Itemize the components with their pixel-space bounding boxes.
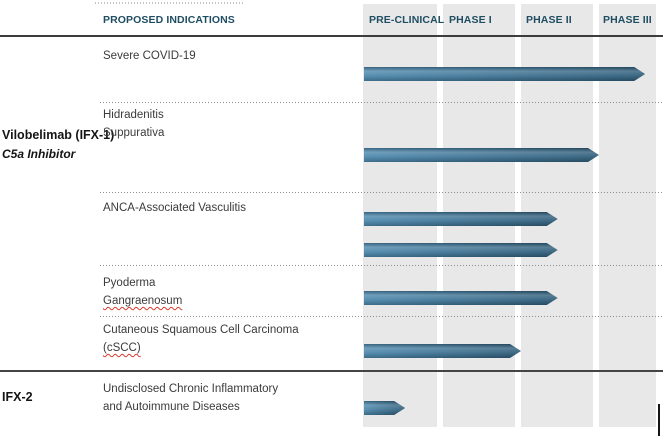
indication-undisclosed-diseases: Undisclosed Chronic Inflammatory and Aut…: [103, 380, 278, 416]
pipeline-arrow-ifx2: [364, 401, 405, 415]
program-mechanism-ifx1: C5a Inhibitor: [2, 147, 76, 161]
phase-header-pre-clinical: PRE-CLINICAL: [369, 14, 445, 26]
bottom-right-edge-mark: [658, 404, 660, 436]
row-separator-dotted: [100, 102, 662, 104]
phase-header-phase-2: PHASE II: [526, 14, 572, 26]
program-label-ifx1: Vilobelimab (IFX-1) C5a Inhibitor: [2, 126, 114, 164]
pipeline-arrow-hidradenitis: [364, 148, 599, 162]
indication-cscc: Cutaneous Squamous Cell Carcinoma (cSCC): [103, 321, 299, 357]
phase-header-phase-3: PHASE III: [603, 14, 652, 26]
program-label-ifx2: IFX-2: [2, 388, 33, 407]
top-edge-dotted-artifact: [95, 2, 245, 4]
row-separator-dotted: [100, 265, 662, 267]
program-name-ifx2: IFX-2: [2, 390, 33, 404]
indication-hidradenitis-suppurativa: Hidradenitis Suppurativa: [103, 106, 164, 142]
phase-header-phase-1: PHASE I: [449, 14, 492, 26]
indication-line-misspelled: Gangraenosum: [103, 295, 183, 307]
indication-line: Pyoderma: [103, 277, 156, 289]
indication-anca-vasculitis: ANCA-Associated Vasculitis: [103, 199, 246, 217]
pipeline-arrow-anca-1: [364, 212, 558, 226]
proposed-indications-header: PROPOSED INDICATIONS: [103, 14, 235, 26]
program-name-ifx1: Vilobelimab (IFX-1): [2, 128, 115, 142]
indication-line: ANCA-Associated Vasculitis: [103, 202, 246, 214]
indication-line: and Autoimmune Diseases: [103, 401, 240, 413]
indication-line: Undisclosed Chronic Inflammatory: [103, 383, 279, 395]
indication-line: Cutaneous Squamous Cell Carcinoma: [103, 324, 299, 336]
pipeline-arrow-cscc: [364, 344, 521, 358]
program-divider-line: [0, 370, 663, 372]
pipeline-arrow-pyoderma: [364, 291, 558, 305]
indication-line: Severe COVID-19: [103, 50, 196, 62]
indication-line: Hidradenitis: [103, 109, 164, 121]
header-divider-line: [0, 35, 663, 37]
indication-line-misspelled: (cSCC): [103, 342, 141, 354]
indication-severe-covid-19: Severe COVID-19: [103, 47, 196, 65]
indication-line: Suppurativa: [103, 127, 165, 139]
indication-pyoderma-gangraenosum: Pyoderma Gangraenosum: [103, 274, 182, 310]
pipeline-arrow-severe-covid-19: [364, 67, 645, 81]
pipeline-arrow-anca-2: [364, 243, 558, 257]
row-separator-dotted: [100, 192, 662, 194]
row-separator-dotted: [100, 316, 662, 318]
